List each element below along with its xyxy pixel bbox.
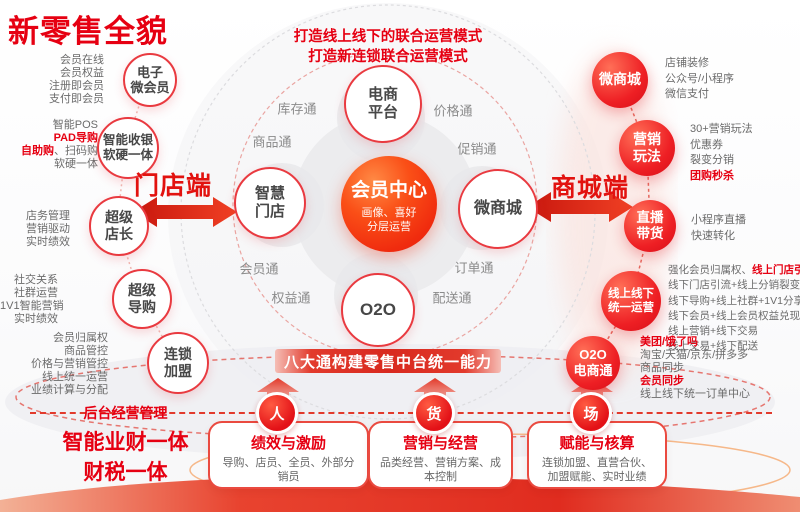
subtitle: 打造线上线下的联合运营模式 打造新连锁联合运营模式 [238, 27, 538, 67]
pillar-desc-people: 导购、店员、全员、外部分销员 [222, 457, 355, 483]
notes-online-offline: 强化会员归属权、线上门店引导线下门店引流+线上分销裂变线下导购+线上社群+1V1… [668, 264, 800, 353]
circle-wemall-ring: 微商城 [458, 169, 538, 249]
notes-marketing-play: 30+营销玩法 优惠券 裂变分销 团购秒杀 [690, 123, 753, 182]
hub-sub-1: 画像、喜好 [361, 206, 417, 219]
circle-wemall: 微商城 [592, 52, 648, 108]
pillar-desc-field: 连锁加盟、直营合伙、加盟赋能、实时业绩 [542, 457, 652, 483]
badge-field: 场 [570, 392, 612, 434]
midplatform-bar: 八大通构建零售中台统一能力 [275, 349, 501, 373]
pillar-title-field: 赋能与核算 [559, 435, 635, 452]
ring-label-member: 会员通 [239, 261, 279, 277]
badge-goods: 货 [413, 392, 455, 434]
back-office-line-1: 后台经营管理 [83, 405, 168, 421]
circle-super-manager: 超级 店长 [89, 196, 149, 256]
circle-smart-store: 智慧 门店 [234, 167, 306, 239]
ring-label-delivery: 配送通 [432, 290, 472, 306]
label-mall-side: 商城端 [551, 174, 630, 202]
notes-live-commerce: 小程序直播 快速转化 [691, 214, 746, 242]
ring-label-order: 订单通 [454, 260, 494, 276]
circle-smart-cashier: 智能收银 软硬一体 [97, 117, 159, 179]
circle-o2o: O2O [341, 273, 415, 347]
ring-label-inventory: 库存通 [277, 101, 317, 117]
hub-title: 会员中心 [350, 179, 427, 201]
circle-o2o-ec-link: O2O 电商通 [566, 336, 620, 390]
store-side-arrow [133, 197, 237, 227]
pillar-title-goods: 营销与经营 [402, 435, 478, 452]
label-store-side: 门店端 [134, 172, 213, 200]
page-title: 新零售全貌 [8, 14, 168, 49]
hub-member-center: 会员中心 画像、喜好 分层运营 [341, 156, 437, 252]
circle-e-member: 电子 微会员 [123, 53, 177, 107]
back-office-line-2: 智能业财一体 [62, 431, 189, 454]
notes-super-manager: 店务管理 营销驱动 实时绩效 [26, 210, 70, 248]
ring-label-goods: 商品通 [252, 134, 292, 150]
subtitle-line-2: 打造新连锁联合运营模式 [308, 49, 468, 65]
pillar-box-people: 绩效与激励 导购、店员、全员、外部分销员 [208, 421, 369, 489]
notes-smart-cashier: 智能POS PAD导购 自助购、扫码购 软硬一体 [21, 119, 98, 170]
ring-label-rights: 权益通 [271, 290, 311, 306]
circle-ec-platform: 电商 平台 [344, 65, 422, 143]
notes-wemall: 店铺装修 公众号/小程序 微信支付 [665, 57, 735, 100]
circle-live-commerce: 直播 带货 [624, 200, 676, 252]
circle-online-offline: 线上线下 统一运营 [601, 271, 661, 331]
notes-o2o-ec-link: 美团/饿了吗 淘宝/天猫/京东/拼多多 商品同步 会员同步 线上线下统一订单中心 [640, 336, 750, 400]
pillar-desc-goods: 品类经营、营销方案、成本控制 [380, 457, 501, 483]
notes-chain-franchise: 会员归属权 商品管控 价格与营销管控 线上统一运营 业绩计算与分配 [31, 332, 108, 396]
circle-super-guide: 超级 导购 [112, 269, 172, 329]
badge-people: 人 [256, 392, 298, 434]
subtitle-line-1: 打造线上线下的联合运营模式 [293, 29, 483, 45]
ring-label-price: 价格通 [433, 103, 473, 119]
circle-chain-franchise: 连锁 加盟 [147, 332, 209, 394]
pillar-title-people: 绩效与激励 [250, 435, 326, 452]
people-goods-field-line [30, 412, 772, 414]
back-office-line-3: 财税一体 [83, 461, 168, 484]
hub-sub-2: 分层运营 [367, 220, 411, 233]
circle-marketing-play: 营销 玩法 [619, 120, 675, 176]
ring-label-promo: 促销通 [457, 141, 497, 157]
notes-e-member: 会员在线 会员权益 注册即会员 支付即会员 [49, 54, 104, 105]
mall-side-arrow [527, 192, 633, 222]
back-office-block: 后台经营管理 智能业财一体 财税一体 [28, 403, 223, 486]
notes-super-guide: 社交关系 社群运营 1V1智能营销 实时绩效 [0, 274, 64, 325]
